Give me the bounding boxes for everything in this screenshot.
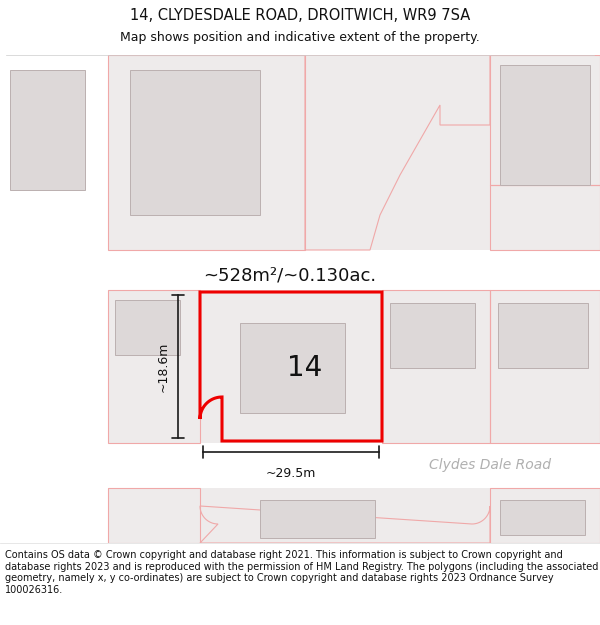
Text: ~18.6m: ~18.6m: [157, 341, 170, 392]
Text: 14: 14: [287, 354, 323, 382]
Bar: [0, 55, 108, 543]
Bar: [108, 488, 200, 543]
Bar: [0, 443, 600, 488]
Bar: [498, 303, 588, 368]
Bar: [490, 55, 600, 185]
Text: 14, CLYDESDALE ROAD, DROITWICH, WR9 7SA: 14, CLYDESDALE ROAD, DROITWICH, WR9 7SA: [130, 8, 470, 22]
Bar: [490, 290, 600, 443]
Bar: [390, 303, 475, 368]
Bar: [490, 185, 600, 250]
Bar: [10, 70, 85, 190]
Text: Map shows position and indicative extent of the property.: Map shows position and indicative extent…: [120, 31, 480, 44]
Bar: [500, 65, 590, 185]
Bar: [115, 300, 180, 355]
Bar: [108, 55, 305, 250]
Bar: [240, 323, 345, 413]
Bar: [130, 70, 260, 215]
Text: ~29.5m: ~29.5m: [266, 467, 316, 480]
Text: Contains OS data © Crown copyright and database right 2021. This information is : Contains OS data © Crown copyright and d…: [5, 550, 598, 595]
Bar: [260, 500, 375, 538]
Text: ~528m²/~0.130ac.: ~528m²/~0.130ac.: [203, 266, 377, 284]
Bar: [490, 488, 600, 543]
Bar: [382, 290, 490, 443]
Bar: [108, 250, 600, 290]
Text: Clydes Dale Road: Clydes Dale Road: [429, 458, 551, 472]
Bar: [500, 500, 585, 535]
Bar: [108, 290, 200, 443]
